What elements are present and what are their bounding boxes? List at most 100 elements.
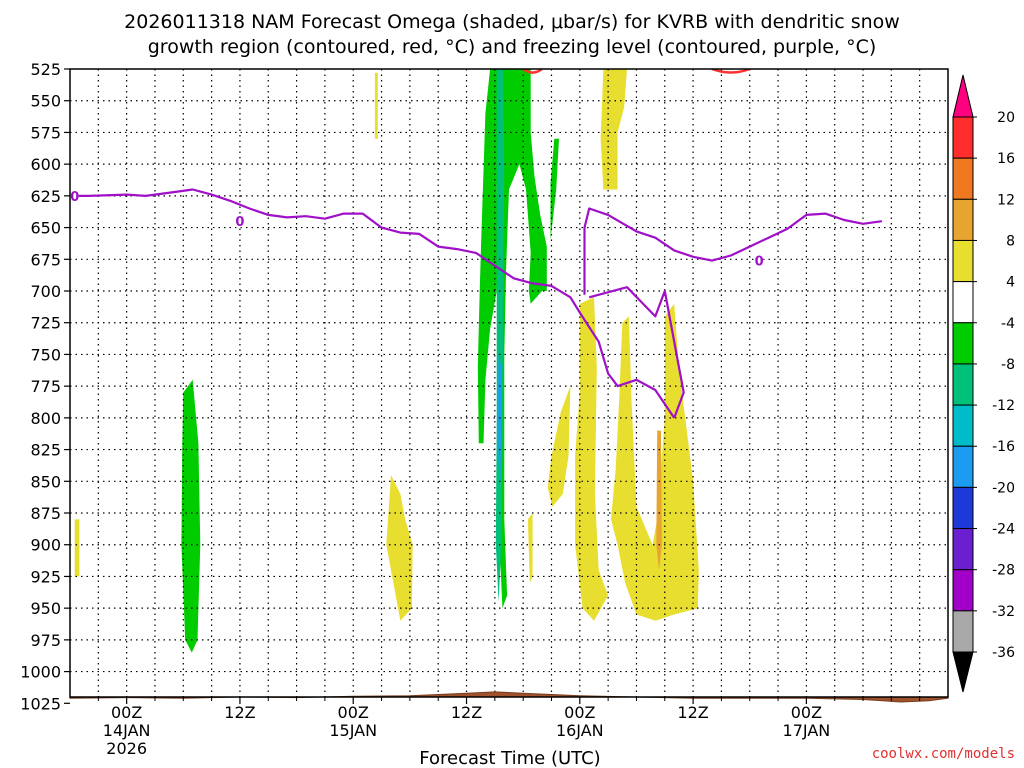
- y-tick-label: 525: [30, 60, 61, 79]
- omega-patch: [547, 386, 571, 507]
- colorbar-label: -20: [992, 480, 1015, 496]
- colorbar-cell: [952, 610, 974, 653]
- dendritic-growth-contour: [522, 69, 751, 74]
- x-tick-date: 17JAN: [783, 721, 831, 740]
- colorbar-cell: [952, 445, 974, 488]
- x-tick-year: 2026: [106, 739, 147, 758]
- colorbar-label: -4: [1001, 316, 1015, 332]
- freezing-level-label: 0: [755, 255, 764, 270]
- y-tick-label: 900: [30, 536, 61, 555]
- y-tick-label: 600: [30, 155, 61, 174]
- y-tick-label: 550: [30, 92, 61, 111]
- dendritic-contour: [522, 69, 543, 74]
- x-tick-label: 12Z: [451, 703, 482, 722]
- grid-lines: [70, 69, 948, 697]
- y-tick-label: 875: [30, 504, 61, 523]
- freezing-level-line: [74, 188, 676, 419]
- omega-patch: [74, 519, 80, 577]
- x-tick-label: 00Z: [791, 703, 822, 722]
- x-tick-label: 00Z: [338, 703, 369, 722]
- freezing-level-line: [583, 207, 883, 295]
- freezing-level-contour: 0 0 0: [70, 188, 883, 419]
- colorbar-cell: [952, 116, 974, 159]
- colorbar-cell: [952, 363, 974, 406]
- freezing-label-bg: [755, 253, 764, 267]
- freezing-level-label: 0: [70, 190, 79, 205]
- x-tick-date: 14JAN: [103, 721, 151, 740]
- omega-shading: [74, 69, 699, 653]
- colorbar-cell: [952, 239, 974, 283]
- omega-patch: [527, 513, 533, 583]
- colorbar-cell: [952, 569, 974, 612]
- colorbar-label: -8: [1001, 357, 1015, 373]
- y-tick-label: 800: [30, 409, 61, 428]
- omega-patch: [550, 138, 559, 241]
- y-tick-label: 850: [30, 472, 61, 491]
- omega-patch: [495, 69, 505, 602]
- omega-patch: [656, 430, 662, 571]
- omega-patch: [611, 303, 699, 621]
- colorbar-cell: [952, 157, 974, 200]
- y-tick-label: 1000: [20, 663, 61, 682]
- y-tick-label: 950: [30, 599, 61, 618]
- colorbar-label: 20: [997, 110, 1015, 126]
- colorbar-label: -32: [992, 604, 1015, 620]
- omega-patch: [374, 72, 378, 139]
- y-tick-label: 825: [30, 441, 61, 460]
- colorbar-label: -28: [992, 563, 1015, 579]
- colorbar-cell: [952, 486, 974, 530]
- freezing-level-line: [588, 286, 685, 419]
- omega-patch: [600, 69, 627, 190]
- y-tick-label: 775: [30, 377, 61, 396]
- y-tick-label: 675: [30, 250, 61, 269]
- omega-patch: [499, 69, 547, 609]
- y-tick-label: 575: [30, 123, 61, 142]
- y-axis-ticks: 525 550 575 600 625 650 675 700 725 750 775 800 825 8…: [20, 60, 70, 713]
- colorbar-cell: [952, 404, 974, 447]
- freezing-label-bg: [235, 214, 244, 228]
- colorbar-cell: [952, 74, 974, 118]
- freezing-label-bg: [70, 188, 79, 202]
- omega-patch: [477, 69, 502, 444]
- plot-frame: [69, 68, 949, 698]
- colorbar-label: -16: [992, 439, 1015, 455]
- y-tick-label: 625: [30, 187, 61, 206]
- colorbar-label: 4: [1006, 275, 1015, 291]
- y-tick-label: 750: [30, 345, 61, 364]
- x-tick-date: 15JAN: [329, 721, 377, 740]
- x-axis-label: Forecast Time (UTC): [419, 748, 600, 768]
- y-tick-label: 975: [30, 631, 61, 650]
- dendritic-contour: [711, 69, 751, 74]
- colorbar-label: -12: [992, 398, 1015, 414]
- omega-patch: [181, 379, 201, 653]
- colorbar-label: 16: [997, 151, 1015, 167]
- y-tick-label: 925: [30, 567, 61, 586]
- x-tick-label: 12Z: [224, 703, 255, 722]
- watermark: coolwx.com/models: [872, 746, 1015, 762]
- colorbar-label: 8: [1006, 233, 1015, 249]
- colorbar: 20 16 12 8 4 -4 -8 -12 -16 -20 -24 -28 -32 -36: [952, 74, 1015, 693]
- y-tick-label: 650: [30, 219, 61, 238]
- omega-patch: [575, 297, 609, 621]
- x-tick-label: 00Z: [111, 703, 142, 722]
- x-tick-label: 12Z: [677, 703, 708, 722]
- colorbar-cell: [952, 198, 974, 241]
- chart-title-line-1: 2026011318 NAM Forecast Omega (shaded, μ…: [124, 11, 900, 33]
- colorbar-label: -36: [992, 645, 1015, 661]
- omega-patch: [386, 475, 413, 621]
- colorbar-label: -24: [992, 522, 1015, 538]
- x-tick-date: 16JAN: [556, 721, 604, 740]
- y-tick-label: 725: [30, 314, 61, 333]
- y-tick-label: 700: [30, 282, 61, 301]
- colorbar-cell: [952, 281, 974, 324]
- chart-title-line-2: growth region (contoured, red, °C) and f…: [148, 36, 877, 58]
- x-tick-label: 00Z: [564, 703, 595, 722]
- colorbar-cell: [952, 322, 974, 365]
- omega-patch: [498, 354, 502, 494]
- colorbar-label: 12: [997, 192, 1015, 208]
- freezing-level-label: 0: [235, 215, 244, 230]
- colorbar-cell: [952, 651, 974, 693]
- colorbar-cell: [952, 528, 974, 571]
